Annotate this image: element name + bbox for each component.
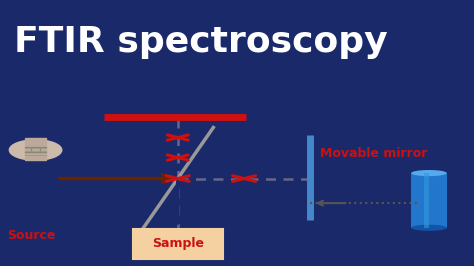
Bar <box>25 138 46 160</box>
Bar <box>133 229 223 259</box>
Text: Movable mirror: Movable mirror <box>320 147 428 160</box>
Bar <box>424 173 429 228</box>
Ellipse shape <box>411 170 447 176</box>
Ellipse shape <box>411 225 447 231</box>
Text: He-Ne: He-Ne <box>408 239 450 252</box>
Text: Sample: Sample <box>152 237 204 250</box>
Text: FTIR spectroscopy: FTIR spectroscopy <box>14 25 388 59</box>
Text: Source: Source <box>7 228 55 242</box>
Circle shape <box>9 140 62 160</box>
Text: Fixed mirror: Fixed mirror <box>256 114 342 127</box>
Bar <box>411 173 447 228</box>
